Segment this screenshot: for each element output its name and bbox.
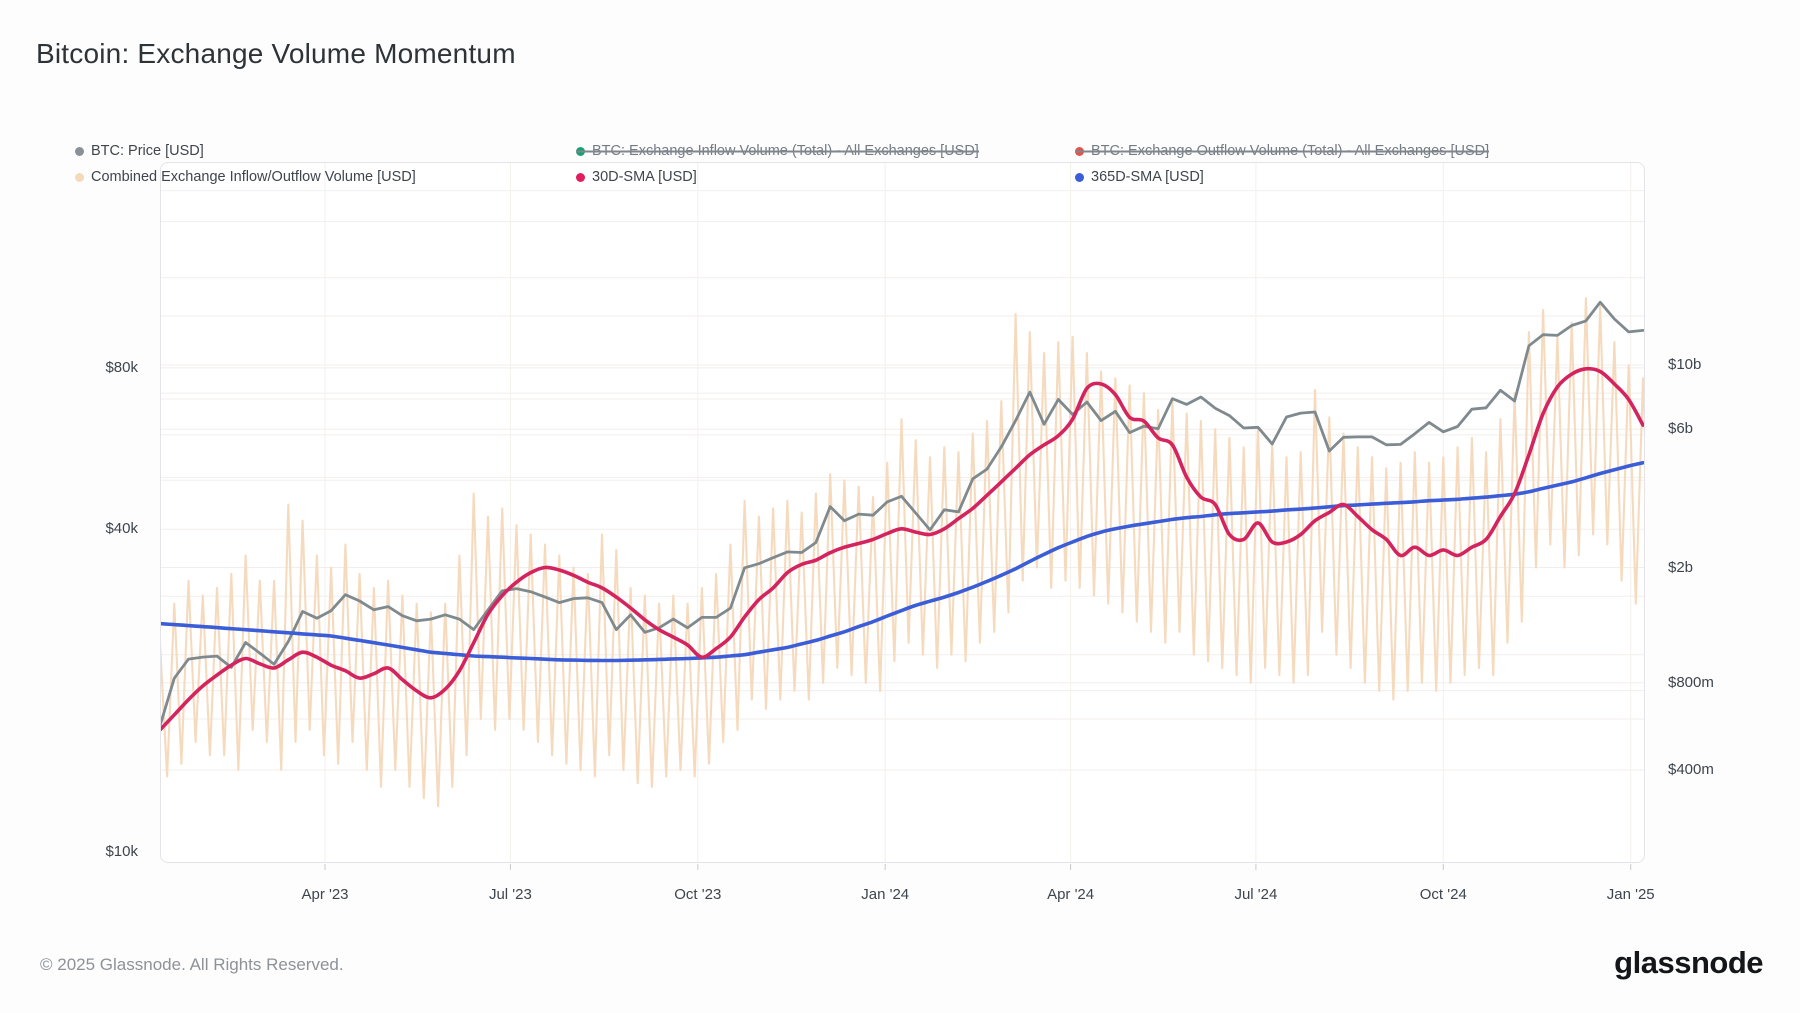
legend-item-5[interactable]: 365D-SMA [USD]: [1075, 169, 1204, 185]
legend-item-3[interactable]: Combined Exchange Inflow/Outflow Volume …: [75, 169, 416, 185]
x-axis-label: Jan '24: [861, 886, 910, 903]
x-axis-label: Oct '23: [674, 886, 722, 903]
y-axis-left-label: $40k: [105, 520, 138, 538]
page-title: Bitcoin: Exchange Volume Momentum: [36, 38, 516, 69]
legend-item-label: BTC: Price [USD]: [91, 143, 204, 159]
legend-dot-icon: [75, 146, 84, 156]
y-axis-right-label: $2b: [1668, 558, 1694, 576]
legend-item-label: BTC: Exchange Outflow Volume (Total) - A…: [1091, 143, 1490, 159]
volume-series-line: [161, 297, 1644, 808]
legend-dot-icon: [1075, 146, 1084, 156]
x-axis-label: Jul '23: [488, 886, 532, 903]
legend-dot-icon: [1075, 172, 1084, 182]
legend-dot-icon: [576, 172, 585, 182]
legend-item-label: Combined Exchange Inflow/Outflow Volume …: [91, 169, 416, 185]
price-series-line: [161, 300, 1644, 728]
legend-item-4[interactable]: 30D-SMA [USD]: [576, 169, 697, 185]
x-axis-label: Oct '24: [1419, 886, 1467, 903]
x-axis-label: Apr '24: [1047, 886, 1095, 903]
legend-item-2[interactable]: BTC: Exchange Outflow Volume (Total) - A…: [1075, 143, 1489, 159]
sma30-series-line: [161, 366, 1644, 732]
y-axis-right-label: $800m: [1668, 673, 1714, 691]
legend-dot-icon: [576, 146, 585, 156]
y-axis-right-label: $6b: [1668, 420, 1694, 438]
y-axis-left-label: $80k: [105, 358, 138, 376]
y-axis-right-label: $400m: [1668, 761, 1714, 778]
legend-item-label: 30D-SMA [USD]: [592, 169, 697, 185]
legend-item-label: 365D-SMA [USD]: [1091, 169, 1204, 185]
x-axis-label: Jul '24: [1234, 886, 1278, 903]
legend-item-label: BTC: Exchange Inflow Volume (Total) - Al…: [592, 143, 979, 159]
x-axis-label: Jan '25: [1606, 886, 1655, 903]
glassnode-logo: glassnode: [1614, 945, 1763, 980]
x-axis-label: Apr '23: [301, 886, 349, 903]
legend-item-0[interactable]: BTC: Price [USD]: [75, 143, 204, 159]
copyright-text: © 2025 Glassnode. All Rights Reserved.: [40, 955, 344, 974]
sma365-series-line: [161, 460, 1644, 663]
legend-item-1[interactable]: BTC: Exchange Inflow Volume (Total) - Al…: [576, 143, 979, 159]
y-axis-left-label: $10k: [105, 843, 138, 860]
y-axis-right-label: $10b: [1668, 356, 1702, 373]
legend-dot-icon: [75, 172, 84, 182]
